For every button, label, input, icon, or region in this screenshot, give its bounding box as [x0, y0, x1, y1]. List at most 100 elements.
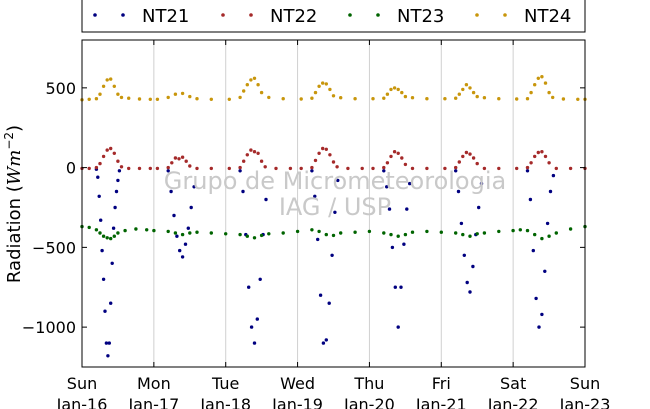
point-nt24-43 — [389, 87, 393, 92]
point-nt22-46 — [382, 165, 386, 170]
point-nt24-59 — [497, 97, 501, 101]
point-nt24-25 — [252, 76, 257, 81]
point-nt22-29 — [256, 151, 260, 155]
point-nt24-5 — [105, 78, 109, 82]
point-nt24-64 — [536, 76, 540, 81]
x-tick-date-0: Jan-16 — [56, 395, 108, 409]
point-nt23-26 — [295, 229, 300, 234]
point-nt21-11 — [110, 261, 114, 265]
point-nt22-10 — [127, 166, 131, 171]
point-nt24-14 — [166, 95, 170, 100]
point-nt22-65 — [515, 166, 519, 171]
point-nt21-32 — [252, 341, 257, 345]
legend-marker-nt22-a — [221, 13, 225, 17]
point-nt22-35 — [310, 165, 314, 170]
point-nt21-24 — [186, 226, 190, 230]
point-nt21-26 — [192, 185, 196, 189]
point-nt22-21 — [195, 166, 199, 171]
point-nt21-73 — [543, 269, 547, 273]
point-nt21-17 — [166, 169, 170, 173]
point-nt23-5 — [105, 236, 109, 240]
point-nt23-43 — [468, 234, 472, 238]
point-nt24-23 — [245, 83, 249, 87]
point-nt23-11 — [145, 228, 149, 232]
point-nt23-22 — [252, 236, 257, 240]
point-nt22-17 — [177, 157, 181, 161]
plot-area — [80, 39, 587, 368]
point-nt23-29 — [324, 232, 328, 237]
point-nt21-1 — [96, 175, 100, 179]
point-nt23-2 — [94, 228, 99, 232]
point-nt23-54 — [568, 227, 573, 231]
point-nt22-14 — [166, 165, 170, 170]
y-tick-label-1: 0 — [66, 159, 76, 178]
point-nt24-70 — [576, 97, 580, 102]
point-nt23-17 — [195, 230, 199, 234]
point-nt24-19 — [209, 97, 213, 102]
point-nt23-46 — [497, 229, 501, 234]
point-nt23-10 — [134, 227, 138, 231]
point-nt23-12 — [152, 228, 156, 233]
point-nt24-51 — [454, 96, 458, 100]
point-nt24-20 — [227, 97, 231, 102]
point-nt24-3 — [98, 92, 102, 96]
point-nt24-66 — [543, 81, 548, 85]
legend-marker-nt21-b — [121, 13, 125, 17]
y-tick-label-2: −500 — [32, 238, 76, 257]
point-nt24-10 — [127, 96, 131, 100]
point-nt21-5 — [101, 277, 106, 281]
point-nt23-18 — [209, 231, 213, 235]
point-nt22-54 — [425, 166, 429, 171]
point-nt22-72 — [547, 161, 551, 165]
point-nt21-15 — [116, 178, 120, 183]
point-nt24-68 — [551, 95, 555, 100]
point-nt22-50 — [396, 151, 400, 155]
legend-marker-nt23-a — [348, 13, 352, 17]
point-nt21-68 — [528, 197, 533, 202]
point-nt21-74 — [545, 221, 550, 226]
x-tick-date-7: Jan-23 — [559, 395, 611, 409]
legend-label-nt22: NT22 — [270, 6, 317, 27]
point-nt24-37 — [331, 94, 336, 98]
point-nt21-4 — [100, 248, 104, 253]
point-nt22-58 — [461, 154, 465, 159]
point-nt21-12 — [111, 226, 116, 230]
point-nt21-10 — [109, 301, 113, 305]
point-nt21-25 — [189, 205, 193, 210]
point-nt21-54 — [402, 242, 406, 246]
point-nt23-15 — [180, 232, 185, 237]
point-nt22-1 — [87, 166, 91, 171]
y-axis-label-close: ) — [4, 125, 25, 132]
point-nt21-16 — [117, 169, 122, 173]
point-nt22-45 — [371, 166, 375, 171]
point-nt22-36 — [313, 158, 318, 163]
point-nt22-2 — [94, 165, 99, 170]
point-nt23-48 — [518, 228, 522, 232]
point-nt21-61 — [465, 280, 469, 285]
point-nt21-38 — [313, 194, 317, 198]
point-nt21-65 — [477, 205, 481, 210]
point-nt21-71 — [537, 325, 541, 329]
point-nt22-9 — [119, 165, 124, 169]
point-nt24-47 — [403, 94, 408, 99]
point-nt21-60 — [462, 253, 466, 257]
x-tick-weekday-2: Tue — [211, 374, 239, 393]
point-nt22-61 — [471, 156, 476, 160]
point-nt22-60 — [468, 152, 472, 156]
point-nt22-64 — [497, 166, 501, 171]
x-tick-date-4: Jan-20 — [343, 395, 395, 409]
point-nt21-47 — [382, 169, 386, 173]
point-nt24-40 — [371, 97, 375, 101]
point-nt21-40 — [318, 293, 323, 297]
point-nt24-1 — [87, 97, 91, 102]
point-nt24-48 — [410, 96, 415, 100]
x-tick-weekday-0: Sun — [67, 374, 97, 393]
point-nt24-4 — [101, 84, 106, 89]
point-nt22-27 — [249, 148, 253, 152]
point-nt22-55 — [443, 166, 447, 171]
y-tick-label-3: −1000 — [22, 318, 76, 337]
plot-frame — [81, 39, 586, 368]
point-nt22-28 — [252, 150, 257, 154]
point-nt23-45 — [482, 231, 487, 235]
point-nt24-56 — [471, 90, 476, 95]
